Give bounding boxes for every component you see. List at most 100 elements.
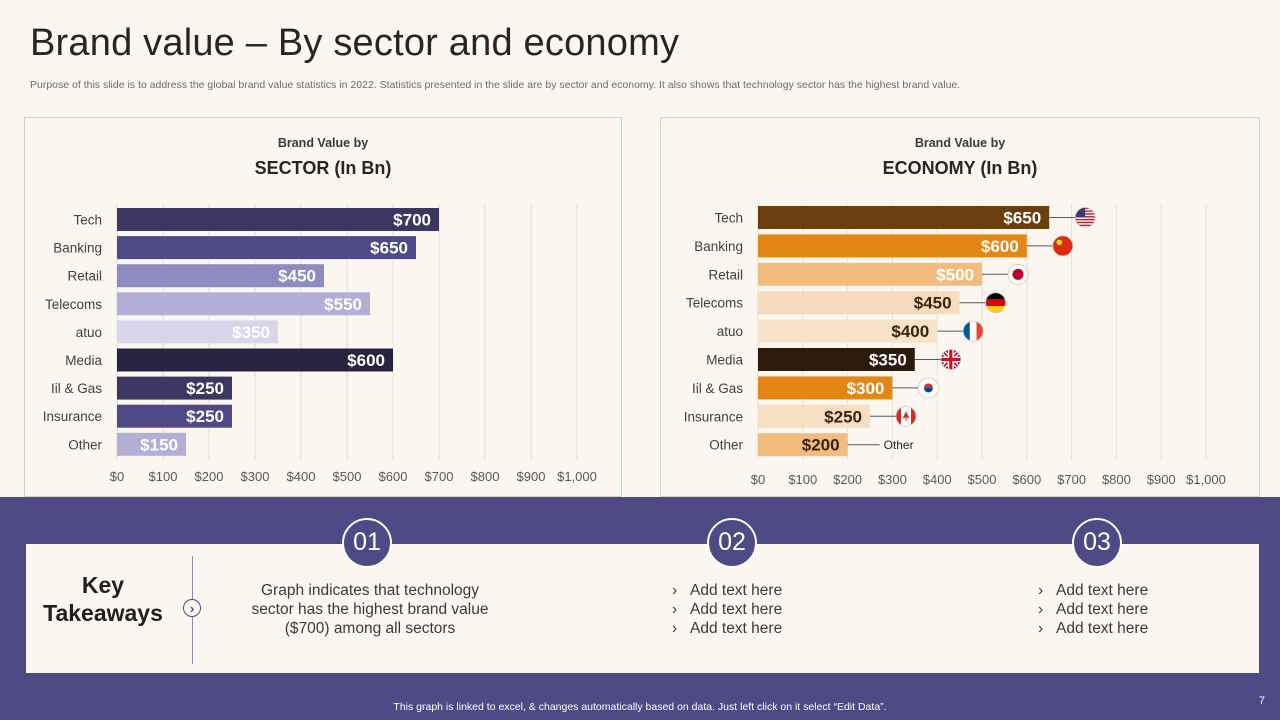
- x-tick-label: $800: [1102, 472, 1131, 487]
- data-label: $250: [186, 379, 224, 398]
- bar[interactable]: [758, 348, 915, 371]
- economy-chart-title: ECONOMY (In Bn): [882, 158, 1038, 178]
- korea-flag-icon: [918, 377, 939, 398]
- key-takeaways-line-1: Key: [81, 572, 125, 598]
- key-takeaways-heading: Key Takeaways: [28, 571, 178, 627]
- x-tick-label: $700: [1057, 472, 1086, 487]
- bar[interactable]: [117, 264, 324, 288]
- bar[interactable]: [117, 432, 186, 456]
- list-item: Add text here: [1038, 581, 1148, 600]
- x-tick-label: $300: [241, 469, 270, 484]
- page-title: Brand value – By sector and economy: [30, 22, 680, 64]
- bar[interactable]: [758, 262, 982, 286]
- bar[interactable]: [758, 234, 1027, 258]
- category-label: Iil & Gas: [692, 381, 743, 396]
- x-tick-label: $800: [471, 469, 500, 484]
- category-label: Tech: [73, 213, 102, 228]
- bar[interactable]: [758, 319, 938, 343]
- category-label: Iil & Gas: [51, 381, 102, 396]
- us-flag-icon: [1075, 207, 1096, 227]
- takeaway-01-line-1: Graph indicates that technology: [261, 582, 479, 599]
- x-tick-label: $600: [379, 469, 408, 484]
- takeaway-number-01: 01: [342, 518, 392, 568]
- data-label: $300: [847, 379, 885, 398]
- category-label: Banking: [694, 239, 743, 254]
- japan-flag-icon: [1008, 264, 1028, 285]
- sector-chart-title: SECTOR (In Bn): [254, 158, 392, 178]
- footer-note: This graph is linked to excel, & changes…: [393, 701, 887, 713]
- list-item: Add text here: [672, 619, 782, 638]
- other-marker-label: Other: [884, 438, 914, 452]
- x-tick-label: $400: [287, 469, 316, 484]
- chevron-right-icon: ›: [183, 599, 201, 617]
- page-number: 7: [1258, 695, 1265, 707]
- takeaway-01-line-2: sector has the highest brand value: [251, 601, 489, 618]
- uk-flag-icon: [940, 349, 961, 370]
- sector-bar-chart[interactable]: $0 $100 $200 $300 $400 $500 $600 $700 $800 $900 $1…: [25, 118, 623, 498]
- germany-flag-icon: [985, 292, 1006, 313]
- takeaway-number-02: 02: [707, 518, 757, 568]
- data-label: $200: [802, 436, 840, 455]
- bar[interactable]: [758, 404, 870, 428]
- list-item: Add text here: [1038, 600, 1148, 619]
- data-label: $700: [393, 211, 431, 230]
- list-item: Add text here: [672, 600, 782, 619]
- sector-chart-panel[interactable]: Brand Value by SECTOR (In Bn) $0 $100 $200…: [24, 117, 622, 497]
- category-label: Media: [706, 353, 743, 368]
- x-tick-label: $900: [517, 469, 546, 484]
- category-label: atuo: [717, 324, 743, 339]
- data-label: $600: [347, 351, 385, 370]
- bar[interactable]: [758, 433, 848, 457]
- data-label: $350: [869, 351, 907, 370]
- page-subtitle: Purpose of this slide is to address the …: [30, 79, 961, 91]
- takeaway-number-03: 03: [1072, 518, 1122, 568]
- bar[interactable]: [117, 320, 278, 344]
- list-item: Add text here: [1038, 619, 1148, 638]
- x-tick-label: $500: [333, 469, 362, 484]
- category-label: Retail: [708, 267, 743, 282]
- economy-chart-kicker: Brand Value by: [914, 136, 1006, 150]
- bar[interactable]: [117, 208, 439, 231]
- category-label: Telecoms: [686, 296, 743, 311]
- data-label: $650: [1003, 209, 1041, 228]
- takeaway-list-02: Add text here Add text here Add text her…: [672, 581, 782, 638]
- x-tick-label: $100: [788, 472, 817, 487]
- x-tick-label: $900: [1147, 472, 1176, 487]
- x-tick-label: $300: [878, 472, 907, 487]
- category-label: Telecoms: [45, 297, 102, 312]
- x-tick-label: $0: [110, 469, 124, 484]
- takeaway-01-line-3: ($700) among all sectors: [284, 620, 456, 637]
- economy-bar-chart[interactable]: $0 $100 $200 $300 $400 $500 $600 $700 $800 $900 $1…: [661, 118, 1261, 498]
- bar[interactable]: [117, 292, 370, 316]
- data-label: $250: [824, 407, 862, 426]
- category-label: Other: [68, 437, 102, 452]
- x-tick-label: $400: [923, 472, 952, 487]
- bar[interactable]: [117, 376, 232, 400]
- category-label: Insurance: [43, 409, 102, 424]
- x-tick-label: $200: [195, 469, 224, 484]
- bar[interactable]: [758, 291, 960, 315]
- category-label: Media: [65, 353, 102, 368]
- key-takeaways-line-2: Takeaways: [43, 600, 163, 626]
- bar[interactable]: [758, 376, 893, 400]
- list-item: Add text here: [672, 581, 782, 600]
- category-label: Tech: [714, 211, 743, 226]
- bar[interactable]: [758, 206, 1050, 229]
- x-tick-label: $1,000: [1186, 472, 1226, 487]
- bar[interactable]: [117, 236, 416, 260]
- china-flag-icon: [1052, 235, 1073, 256]
- takeaway-list-03: Add text here Add text here Add text her…: [1038, 581, 1148, 638]
- economy-chart-panel[interactable]: Brand Value by ECONOMY (In Bn) $0 $100 $20…: [660, 117, 1260, 497]
- x-tick-label: $0: [751, 472, 765, 487]
- x-tick-label: $1,000: [557, 469, 597, 484]
- bar[interactable]: [117, 404, 232, 428]
- x-tick-label: $700: [425, 469, 454, 484]
- sector-chart-kicker: Brand Value by: [277, 136, 369, 150]
- data-label: $550: [324, 295, 362, 314]
- data-label: $150: [140, 435, 178, 454]
- category-label: Other: [709, 438, 743, 453]
- takeaway-text-01: Graph indicates that technology sector h…: [220, 581, 520, 638]
- bar[interactable]: [117, 348, 393, 372]
- x-tick-label: $200: [833, 472, 862, 487]
- data-label: $450: [914, 294, 952, 313]
